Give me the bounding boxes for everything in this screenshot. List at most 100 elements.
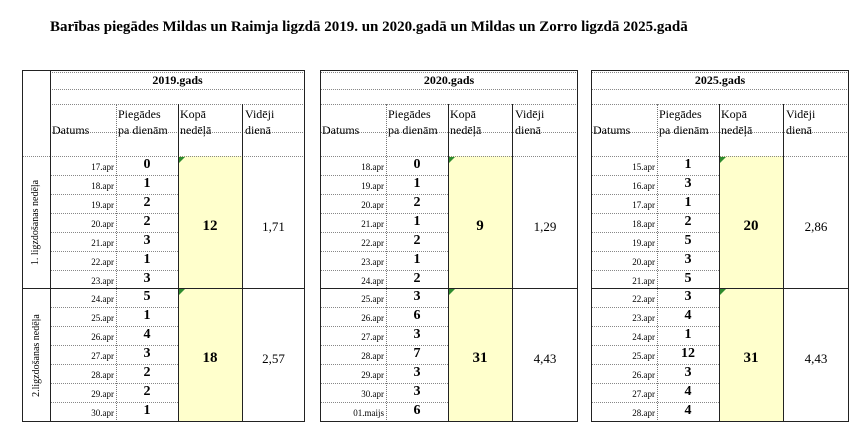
daily-average-cell: 1,29 <box>533 219 557 234</box>
weekly-total-highlight <box>719 156 783 422</box>
column-date-header: Datums <box>52 123 90 137</box>
column-week-header: Kopā nedēļā <box>721 107 753 137</box>
delivery-count-cell: 6 <box>413 403 421 418</box>
delivery-count-cell: 3 <box>143 271 151 286</box>
week-1-label: 1. ligzdošanas nedēļa <box>30 179 42 265</box>
date-cell: 25.apr <box>632 351 655 361</box>
date-cell: 23.apr <box>361 257 384 267</box>
delivery-count-cell: 3 <box>413 327 421 342</box>
delivery-count-cell: 1 <box>684 157 692 172</box>
delivery-count-cell: 4 <box>684 308 692 323</box>
date-cell: 22.apr <box>632 294 655 304</box>
date-cell: 15.apr <box>632 162 655 172</box>
date-cell: 22.apr <box>91 257 114 267</box>
delivery-count-cell: 3 <box>143 233 151 248</box>
page-title: Barības piegādes Mildas un Raimja ligzdā… <box>50 19 688 35</box>
date-cell: 18.apr <box>361 162 384 172</box>
year-header: 2019.gads <box>152 73 203 87</box>
date-cell: 21.apr <box>361 219 384 229</box>
column-avg-header: Vidēji dienā <box>515 107 545 137</box>
weekly-total-highlight <box>178 156 242 422</box>
delivery-count-cell: 2 <box>684 214 692 229</box>
delivery-count-cell: 3 <box>684 252 692 267</box>
delivery-count-cell: 4 <box>684 403 692 418</box>
comment-marker-icon <box>449 289 455 295</box>
delivery-count-cell: 1 <box>143 252 151 267</box>
delivery-count-cell: 4 <box>143 327 151 342</box>
column-date-header: Datums <box>593 123 631 137</box>
date-cell: 19.apr <box>632 238 655 248</box>
delivery-count-cell: 1 <box>413 176 421 191</box>
column-avg-header: Vidēji dienā <box>786 107 816 137</box>
week-2-label: 2.ligzdošanas nedēļa <box>30 313 42 397</box>
date-cell: 26.apr <box>361 313 384 323</box>
date-cell: 27.apr <box>361 332 384 342</box>
year-header: 2025.gads <box>694 73 746 87</box>
delivery-count-cell: 2 <box>143 365 151 380</box>
weekly-total-cell: 31 <box>472 350 488 366</box>
date-cell: 27.apr <box>91 351 114 361</box>
delivery-count-cell: 2 <box>413 271 421 286</box>
week-label-column: 1. ligzdošanas nedēļa 2.ligzdošanas nedē… <box>22 70 50 422</box>
delivery-count-cell: 3 <box>684 176 692 191</box>
delivery-count-cell: 5 <box>684 233 692 248</box>
table-2025: 2025.gads Datums Piegādes pa dienām Kopā nedē… <box>591 70 849 422</box>
delivery-count-cell: 3 <box>413 289 421 304</box>
delivery-count-cell: 5 <box>684 271 692 286</box>
comment-marker-icon <box>720 157 726 163</box>
date-cell: 22.apr <box>361 238 384 248</box>
delivery-count-cell: 2 <box>413 233 421 248</box>
delivery-count-cell: 1 <box>143 403 151 418</box>
date-cell: 24.apr <box>632 332 655 342</box>
weekly-total-cell: 31 <box>743 350 759 366</box>
date-cell: 23.apr <box>91 276 114 286</box>
weekly-total-cell: 12 <box>202 218 218 234</box>
date-cell: 25.apr <box>361 294 384 304</box>
delivery-count-cell: 1 <box>413 252 421 267</box>
date-cell: 20.apr <box>91 219 114 229</box>
delivery-count-cell: 5 <box>143 289 151 304</box>
date-cell: 17.apr <box>632 200 655 210</box>
column-week-header: Kopā nedēļā <box>180 107 212 137</box>
delivery-count-cell: 1 <box>143 176 151 191</box>
comment-marker-icon <box>179 157 185 163</box>
date-cell: 29.apr <box>91 389 114 399</box>
column-per-day-header: Piegādes pa dienām <box>118 107 168 137</box>
delivery-count-cell: 3 <box>684 365 692 380</box>
table-2020: 2020.gads Datums Piegādes pa dienām Kopā nedē… <box>320 70 578 422</box>
year-header: 2020.gads <box>423 73 475 87</box>
delivery-count-cell: 0 <box>143 157 151 172</box>
date-cell: 24.apr <box>91 294 114 304</box>
date-cell: 21.apr <box>632 276 655 286</box>
delivery-count-cell: 7 <box>413 346 421 361</box>
daily-average-cell: 4,43 <box>804 351 828 366</box>
delivery-count-cell: 2 <box>143 195 151 210</box>
date-cell: 18.apr <box>91 181 114 191</box>
weekly-total-cell: 20 <box>743 218 759 234</box>
weekly-total-highlight <box>448 156 512 422</box>
date-cell: 19.apr <box>361 181 384 191</box>
comment-marker-icon <box>449 157 455 163</box>
date-cell: 24.apr <box>361 276 384 286</box>
date-cell: 26.apr <box>632 370 655 380</box>
delivery-count-cell: 3 <box>413 384 421 399</box>
date-cell: 23.apr <box>632 313 655 323</box>
column-per-day-header: Piegādes pa dienām <box>388 107 438 137</box>
date-cell: 28.apr <box>361 351 384 361</box>
delivery-count-cell: 12 <box>681 346 695 361</box>
delivery-count-cell: 3 <box>684 289 692 304</box>
date-cell: 28.apr <box>632 408 655 418</box>
date-cell: 19.apr <box>91 200 114 210</box>
delivery-count-cell: 1 <box>413 214 421 229</box>
daily-average-cell: 2,57 <box>262 351 285 366</box>
delivery-count-cell: 3 <box>143 346 151 361</box>
delivery-count-cell: 6 <box>413 308 421 323</box>
table-2019: 2019.gads Datums Piegādes pa dienām Kopā nedē… <box>50 70 305 422</box>
delivery-count-cell: 2 <box>413 195 421 210</box>
date-cell: 16.apr <box>632 181 655 191</box>
date-cell: 27.apr <box>632 389 655 399</box>
daily-average-cell: 4,43 <box>533 351 557 366</box>
date-cell: 17.apr <box>91 162 114 172</box>
date-cell: 30.apr <box>91 408 114 418</box>
daily-average-cell: 1,71 <box>262 219 285 234</box>
